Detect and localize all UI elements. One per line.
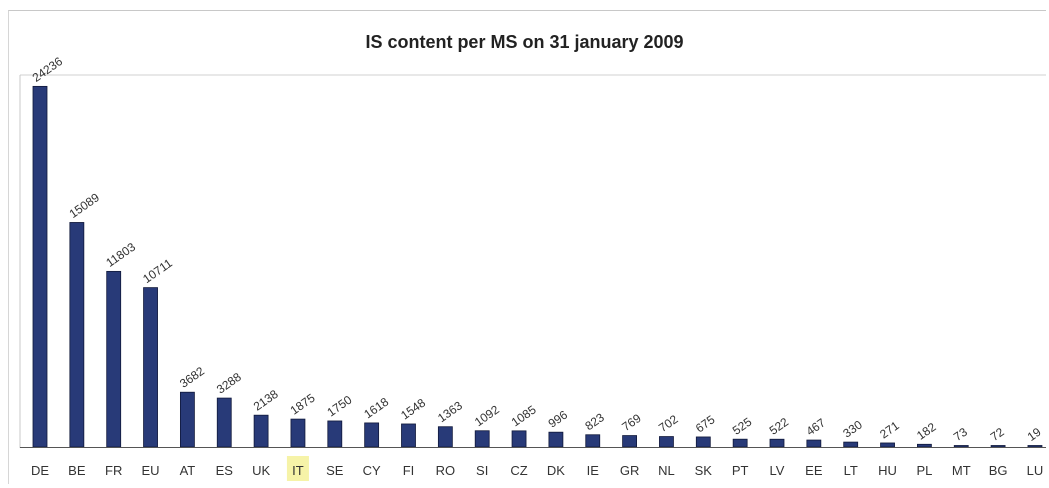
bar-at: [179, 391, 195, 448]
x-tick-label-hu: HU: [878, 463, 897, 478]
value-label-es: 3288: [214, 370, 244, 397]
bar-cy: [364, 422, 380, 448]
bars-layer: [32, 85, 1043, 448]
bar-dk: [548, 431, 564, 448]
bar-pl: [917, 443, 932, 448]
bar-fr: [106, 270, 122, 448]
value-label-lu: 19: [1025, 425, 1044, 444]
x-tick-label-lu: LU: [1027, 463, 1044, 478]
value-label-pt: 525: [730, 415, 755, 438]
bar-uk: [253, 414, 269, 448]
x-tick-label-be: BE: [68, 463, 86, 478]
chart-frame: [8, 10, 1046, 484]
bar-nl: [659, 436, 674, 448]
bar-pt: [732, 438, 748, 448]
x-tick-label-mt: MT: [952, 463, 971, 478]
bar-mt: [953, 445, 969, 448]
x-tick-label-pt: PT: [732, 463, 749, 478]
chart-title: IS content per MS on 31 january 2009: [365, 32, 684, 52]
bar-gr: [622, 435, 637, 448]
x-tick-label-se: SE: [326, 463, 344, 478]
x-tick-label-ro: RO: [436, 463, 456, 478]
x-tick-label-de: DE: [31, 463, 49, 478]
value-label-ro: 1363: [435, 398, 465, 425]
value-label-nl: 702: [656, 412, 681, 435]
value-label-lt: 330: [840, 417, 865, 440]
x-tick-label-at: AT: [180, 463, 196, 478]
value-label-ie: 823: [582, 410, 607, 433]
value-label-uk: 2138: [251, 387, 281, 414]
bar-eu: [143, 287, 158, 448]
value-label-ee: 467: [804, 415, 829, 438]
value-label-cy: 1618: [361, 394, 391, 421]
value-label-se: 1750: [324, 392, 354, 419]
value-label-si: 1092: [472, 402, 502, 429]
bar-ee: [806, 439, 822, 448]
x-tick-label-dk: DK: [547, 463, 565, 478]
bar-hu: [880, 442, 895, 448]
value-label-eu: 10711: [140, 256, 175, 286]
value-label-dk: 996: [546, 407, 571, 430]
bar-ie: [585, 434, 601, 448]
x-tick-label-it: IT: [292, 463, 304, 478]
x-tick-label-sk: SK: [695, 463, 713, 478]
x-tick-label-es: ES: [216, 463, 234, 478]
x-axis-labels-layer: DE BE FR EU AT ES UK IT SE CY FI RO SI CZ DK IE GR NL SK PT…: [31, 463, 1043, 478]
x-tick-label-fi: FI: [403, 463, 415, 478]
x-tick-label-eu: EU: [142, 463, 160, 478]
x-tick-label-bg: BG: [989, 463, 1008, 478]
bar-se: [327, 420, 343, 448]
value-label-pl: 182: [914, 420, 939, 443]
bar-de: [32, 85, 48, 448]
x-tick-label-lv: LV: [770, 463, 785, 478]
bar-lu: [1027, 445, 1043, 448]
bar-sk: [695, 436, 711, 448]
x-tick-label-ee: EE: [805, 463, 823, 478]
value-label-lv: 522: [767, 415, 792, 438]
bar-es: [216, 397, 232, 448]
value-label-hu: 271: [877, 418, 902, 441]
x-tick-label-fr: FR: [105, 463, 122, 478]
bar-fi: [401, 423, 416, 448]
x-tick-label-si: SI: [476, 463, 488, 478]
value-label-de: 24236: [30, 54, 66, 85]
value-label-cz: 1085: [509, 402, 539, 429]
x-tick-label-pl: PL: [916, 463, 932, 478]
x-tick-label-uk: UK: [252, 463, 270, 478]
value-label-sk: 675: [693, 412, 718, 435]
value-label-fr: 11803: [103, 240, 138, 270]
x-tick-label-lt: LT: [844, 463, 858, 478]
x-tick-label-cy: CY: [363, 463, 381, 478]
bar-lv: [769, 438, 785, 448]
highlight-layer: [286, 456, 309, 481]
bar-ro: [437, 426, 453, 448]
bar-cz: [511, 430, 527, 448]
value-label-mt: 73: [951, 425, 970, 444]
bar-lt: [843, 441, 859, 448]
value-label-at: 3682: [177, 364, 207, 391]
bar-be: [69, 222, 85, 448]
x-tick-label-cz: CZ: [510, 463, 527, 478]
value-label-be: 15089: [67, 190, 103, 221]
x-tick-label-gr: GR: [620, 463, 640, 478]
value-label-fi: 1548: [398, 395, 428, 422]
value-label-bg: 72: [988, 425, 1007, 444]
value-label-it: 1875: [288, 391, 318, 418]
bar-it: [290, 418, 306, 448]
x-tick-label-nl: NL: [658, 463, 675, 478]
value-label-gr: 769: [619, 411, 644, 434]
bar-si: [474, 430, 490, 448]
bar-bg: [990, 445, 1006, 448]
highlight-it: [286, 456, 309, 481]
x-tick-label-ie: IE: [587, 463, 600, 478]
